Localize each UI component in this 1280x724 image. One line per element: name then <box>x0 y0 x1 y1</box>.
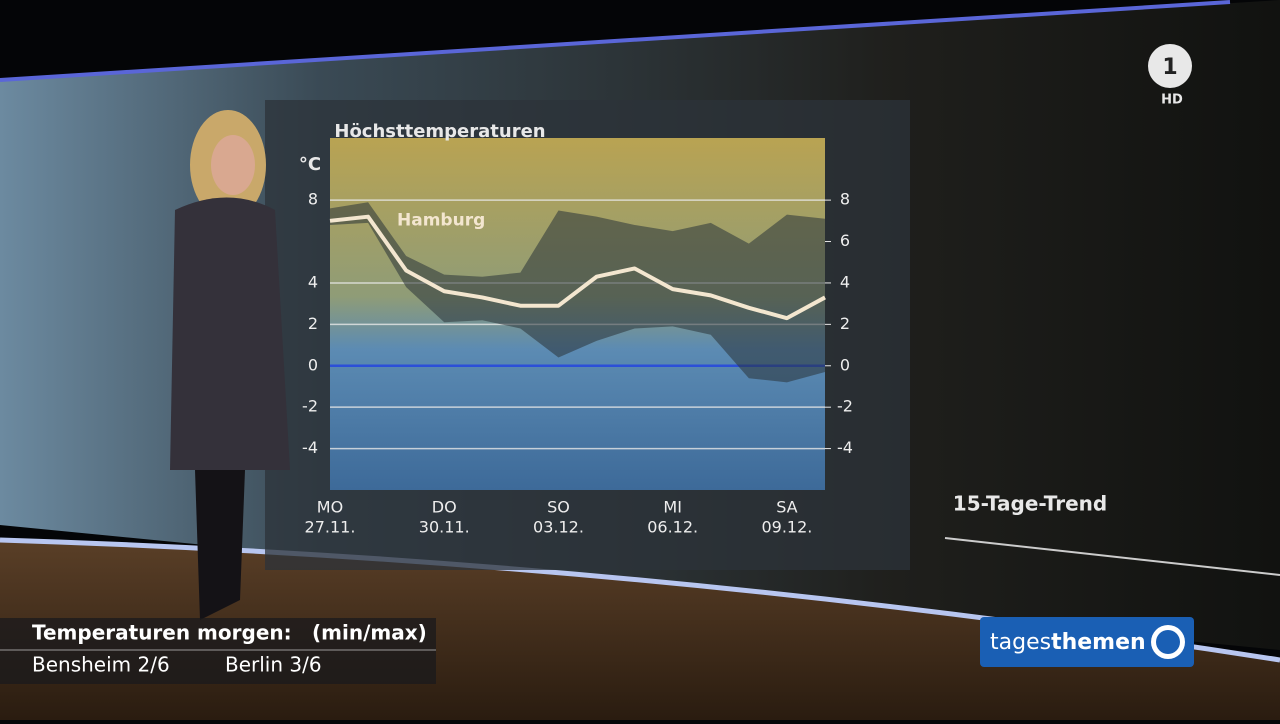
y2-tick-label: 6 <box>840 231 850 250</box>
top-light <box>0 0 1231 82</box>
y-tick-label: -2 <box>302 397 318 416</box>
y-tick-label: 4 <box>308 272 318 291</box>
y-unit: °C <box>299 154 321 175</box>
ticker-heading: Temperaturen morgen: <box>32 621 292 645</box>
ticker: Temperaturen morgen: (min/max) Bensheim … <box>0 618 436 684</box>
y-tick-label: -4 <box>302 438 318 457</box>
logo-a: tages <box>990 630 1051 655</box>
channel-logo: 1 HD <box>1148 44 1192 108</box>
show-logo: tagesthemen <box>980 617 1194 667</box>
y2-tick-label: -4 <box>837 438 853 457</box>
x-tick-weekday: SO <box>547 498 570 517</box>
ticker-row: Berlin 3/6 <box>225 653 322 677</box>
x-tick-label: 06.12. <box>647 518 698 537</box>
x-tick-weekday: DO <box>432 498 457 517</box>
channel-hd: HD <box>1161 93 1183 108</box>
y-tick-label: 2 <box>308 314 318 333</box>
y2-tick-label: 4 <box>840 272 850 291</box>
ticker-row: Bensheim 2/6 <box>32 653 170 677</box>
x-tick-label: 27.11. <box>305 518 356 537</box>
line <box>329 214 826 321</box>
y-tick-label: 8 <box>308 190 318 209</box>
y-tick-label: 0 <box>308 355 318 374</box>
x-tick-label: 30.11. <box>419 518 470 537</box>
chart-title: Höchsttemperaturen <box>334 121 545 142</box>
x-tick-label: 03.12. <box>533 518 584 537</box>
logo-text: tagesthemen <box>990 630 1146 655</box>
logo-b: themen <box>1051 630 1146 655</box>
y2-tick-label: -2 <box>837 397 853 416</box>
y2-tick-label: 8 <box>840 190 850 209</box>
side-rule <box>944 537 1280 576</box>
y2-tick-label: 0 <box>840 355 850 374</box>
x-tick-weekday: MI <box>663 498 682 517</box>
ticker-note: (min/max) <box>312 621 427 645</box>
presenter <box>170 110 290 620</box>
x-tick-label: 09.12. <box>761 518 812 537</box>
x-tick-weekday: SA <box>776 498 797 517</box>
y2-tick-label: 2 <box>840 314 850 333</box>
x-tick-weekday: MO <box>317 498 343 517</box>
svg-text:1: 1 <box>1162 55 1177 80</box>
side-label: 15-Tage-Trend <box>953 492 1107 516</box>
series-label: Hamburg <box>397 211 485 231</box>
